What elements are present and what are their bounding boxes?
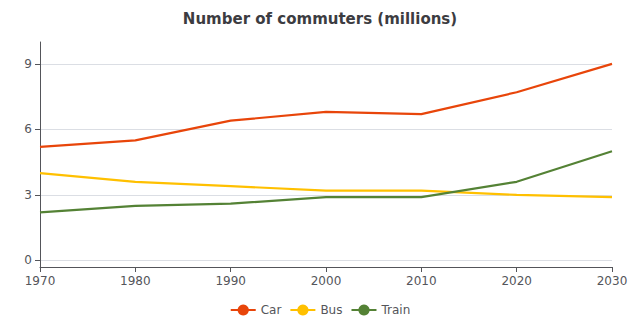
- svg-text:9: 9: [24, 57, 32, 71]
- svg-text:2030: 2030: [597, 274, 628, 288]
- svg-text:1980: 1980: [120, 274, 151, 288]
- svg-text:1990: 1990: [215, 274, 246, 288]
- svg-text:3: 3: [24, 188, 32, 202]
- svg-text:2000: 2000: [311, 274, 342, 288]
- svg-text:Number of commuters (millions): Number of commuters (millions): [183, 10, 457, 28]
- svg-text:2010: 2010: [406, 274, 437, 288]
- svg-text:Train: Train: [380, 303, 410, 317]
- svg-text:2020: 2020: [501, 274, 532, 288]
- svg-text:0: 0: [24, 253, 32, 267]
- svg-text:6: 6: [24, 122, 32, 136]
- svg-text:Car: Car: [261, 303, 282, 317]
- svg-text:1970: 1970: [25, 274, 56, 288]
- svg-text:Bus: Bus: [320, 303, 342, 317]
